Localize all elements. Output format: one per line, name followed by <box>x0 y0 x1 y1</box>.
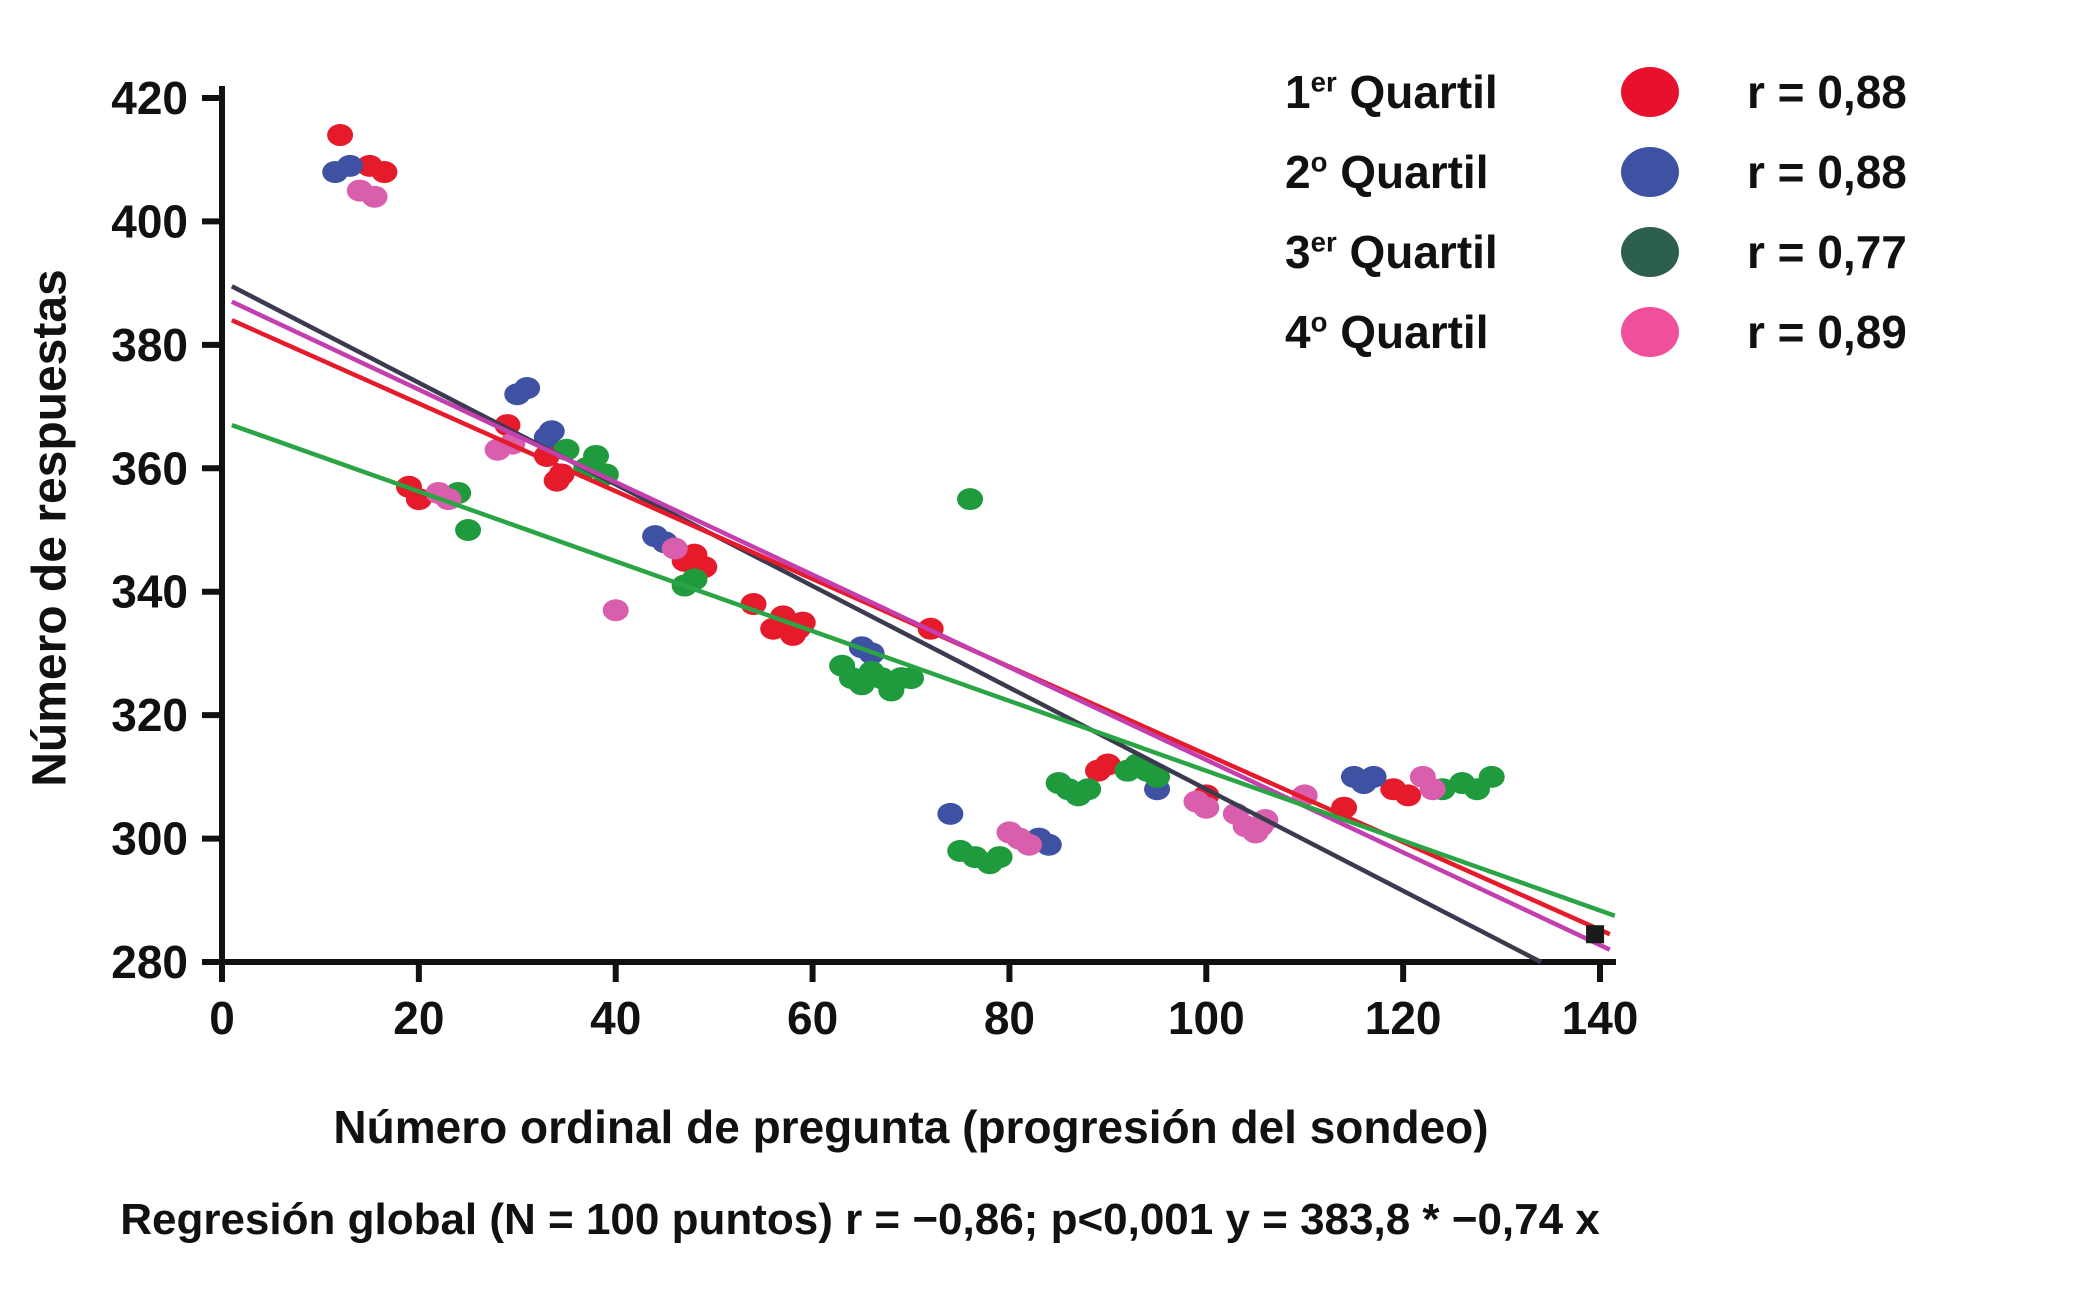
data-point <box>1360 765 1387 788</box>
legend-label: 2o Quartil <box>1285 146 1489 198</box>
y-tick-label: 280 <box>111 936 188 988</box>
data-point <box>455 519 482 541</box>
data-point <box>1419 778 1446 801</box>
regression-caption: Regresión global (N = 100 puntos) r = −0… <box>120 1195 1600 1244</box>
legend-item: 1er Quartil r = 0,88 <box>1285 52 1907 132</box>
regression-line <box>230 284 1542 964</box>
legend-r-value: r = 0,89 <box>1747 306 1907 358</box>
legend-r-value: r = 0,88 <box>1747 66 1907 118</box>
y-tick-label: 340 <box>111 566 188 618</box>
legend-item: 2o Quartil r = 0,88 <box>1285 132 1907 212</box>
x-tick-label: 80 <box>984 992 1035 1044</box>
regression-line <box>230 299 1611 952</box>
end-marker <box>1586 925 1605 944</box>
data-point <box>583 444 610 467</box>
legend-swatch <box>1621 227 1679 277</box>
legend-item: 3er Quartil r = 0,77 <box>1285 212 1907 292</box>
data-point <box>327 124 354 147</box>
legend-label: 1er Quartil <box>1285 66 1498 118</box>
legend: 1er Quartil r = 0,88 2o Quartil r = 0,88 3er… <box>1285 52 1907 372</box>
data-point <box>1075 778 1102 801</box>
y-axis-title: Número de respuestas <box>23 269 77 787</box>
legend-swatch <box>1621 67 1679 117</box>
data-point <box>1395 784 1422 807</box>
data-point <box>1035 833 1062 856</box>
legend-swatch-wrap <box>1595 67 1705 117</box>
data-point <box>957 488 984 511</box>
data-point <box>986 846 1013 869</box>
y-tick-label: 400 <box>111 195 188 247</box>
data-point <box>538 420 565 443</box>
data-point <box>602 599 629 622</box>
legend-swatch <box>1621 147 1679 197</box>
x-tick-label: 100 <box>1168 992 1245 1044</box>
y-tick-label: 320 <box>111 689 188 741</box>
x-tick-label: 20 <box>393 992 444 1044</box>
x-axis-title: Número ordinal de pregunta (progresión d… <box>333 1101 1489 1153</box>
y-tick-label: 360 <box>111 442 188 494</box>
legend-r-value: r = 0,77 <box>1747 226 1907 278</box>
legend-label: 4o Quartil <box>1285 306 1489 358</box>
regression-line <box>231 422 1616 918</box>
x-tick-label: 40 <box>590 992 641 1044</box>
legend-label: 3er Quartil <box>1285 226 1498 278</box>
data-point <box>1144 765 1171 788</box>
y-tick-label: 420 <box>111 72 188 124</box>
data-point <box>1193 796 1220 819</box>
data-point <box>336 154 363 177</box>
legend-swatch <box>1621 307 1679 357</box>
legend-item: 4o Quartil r = 0,89 <box>1285 292 1907 372</box>
y-tick-label: 380 <box>111 319 188 371</box>
legend-swatch-wrap <box>1595 147 1705 197</box>
legend-swatch-wrap <box>1595 227 1705 277</box>
data-point <box>937 802 964 825</box>
x-tick-label: 60 <box>787 992 838 1044</box>
data-point <box>661 537 688 560</box>
y-tick-label: 300 <box>111 813 188 865</box>
data-point <box>514 377 541 400</box>
x-tick-label: 140 <box>1562 992 1639 1044</box>
x-tick-label: 0 <box>209 992 235 1044</box>
data-point <box>1478 765 1505 788</box>
data-point <box>361 185 388 208</box>
data-point <box>1016 833 1043 856</box>
data-point <box>898 667 924 690</box>
x-tick-label: 120 <box>1365 992 1442 1044</box>
data-point <box>371 161 398 184</box>
legend-swatch-wrap <box>1595 307 1705 357</box>
legend-r-value: r = 0,88 <box>1747 146 1907 198</box>
data-point <box>1094 753 1121 776</box>
